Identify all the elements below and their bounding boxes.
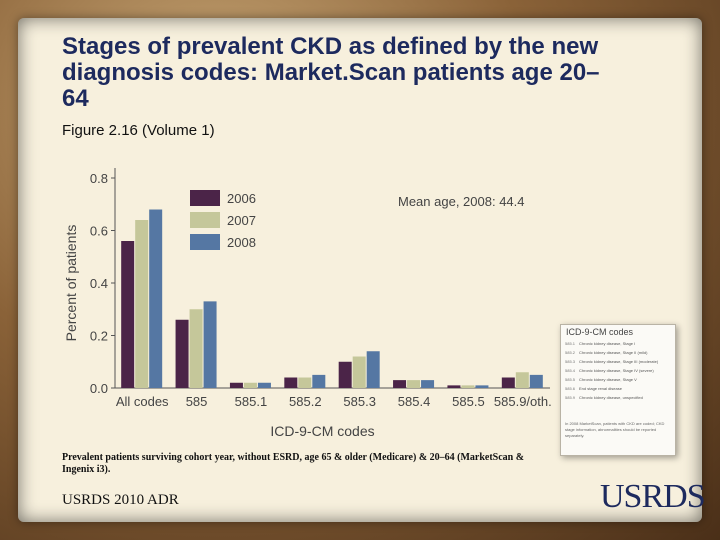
bar-2007 — [352, 356, 366, 388]
legend-swatch-2008 — [190, 234, 220, 250]
inset-row: 585.6 End stage renal disease — [565, 386, 671, 395]
bar-2007 — [515, 372, 529, 388]
bar-2007 — [298, 377, 312, 388]
x-tick-label: 585.3 — [343, 394, 376, 409]
bar-2007 — [189, 309, 203, 388]
bar-2008 — [149, 209, 163, 388]
bar-2008 — [203, 301, 217, 388]
legend-swatch-2006 — [190, 190, 220, 206]
inset-row-text: Chronic kidney disease, Stage IV (severe… — [579, 368, 654, 373]
inset-row-code: 585.3 — [565, 359, 576, 364]
bar-2008 — [421, 380, 435, 388]
bar-2007 — [407, 380, 421, 388]
inset-row-code: 585.1 — [565, 341, 576, 346]
bar-2008 — [312, 374, 326, 388]
inset-row-text: Chronic kidney disease, Stage II (mild) — [579, 350, 648, 355]
x-tick-label: 585 — [186, 394, 208, 409]
inset-title: ICD-9-CM codes — [566, 327, 634, 337]
inset-footnote: In 2008 MarketScan, patients with CKD ar… — [565, 421, 665, 438]
x-tick-label: 585.5 — [452, 394, 485, 409]
inset-row: 585.4 Chronic kidney disease, Stage IV (s… — [565, 368, 671, 377]
inset-row: 585.2 Chronic kidney disease, Stage II (m… — [565, 350, 671, 359]
legend-swatch-2007 — [190, 212, 220, 228]
inset-row-text: Chronic kidney disease, unspecified — [579, 395, 643, 400]
inset-row-code: 585.9 — [565, 395, 576, 400]
y-tick-label: 0.4 — [90, 276, 108, 291]
y-axis-label: Percent of patients — [63, 225, 79, 342]
legend-label-2006: 2006 — [227, 191, 256, 206]
inset-row-text: Chronic kidney disease, Stage V — [579, 377, 637, 382]
bar-2006 — [338, 361, 352, 388]
inset-row: 585.3 Chronic kidney disease, Stage III (… — [565, 359, 671, 368]
legend-label-2008: 2008 — [227, 235, 256, 250]
bar-2006 — [393, 380, 407, 388]
x-tick-label: 585.4 — [398, 394, 431, 409]
legend-label-2007: 2007 — [227, 213, 256, 228]
inset-row: 585.5 Chronic kidney disease, Stage V — [565, 377, 671, 386]
figure-subtitle: Figure 2.16 (Volume 1) — [62, 122, 215, 139]
inset-row-code: 585.5 — [565, 377, 576, 382]
bar-2006 — [175, 319, 189, 388]
x-tick-label: 585.9/oth. — [494, 394, 552, 409]
inset-row-text: End stage renal disease — [579, 386, 622, 391]
inset-row-text: Chronic kidney disease, Stage III (moder… — [579, 359, 659, 364]
x-axis-label: ICD-9-CM codes — [270, 423, 374, 439]
bar-2008 — [529, 374, 543, 388]
y-tick-label: 0.8 — [90, 171, 108, 186]
bar-2007 — [243, 382, 257, 388]
bar-chart: 0.0 0.2 0.4 0.6 0.8 Percent of patients ICD-9-… — [63, 168, 552, 439]
bar-2007 — [461, 385, 475, 388]
bar-2006 — [121, 241, 135, 388]
bar-2008 — [366, 351, 380, 388]
icd-codes-inset: ICD-9-CM codes 585.1 Chronic kidney disea… — [560, 324, 676, 456]
bar-2006 — [229, 382, 243, 388]
x-tick-label: 585.2 — [289, 394, 322, 409]
bar-2007 — [135, 220, 149, 388]
y-tick-label: 0.6 — [90, 224, 108, 239]
footer-source: USRDS 2010 ADR — [62, 492, 179, 508]
bar-2008 — [475, 385, 489, 388]
bar-2006 — [447, 385, 461, 388]
inset-row-text: Chronic kidney disease, Stage I — [579, 341, 636, 346]
x-tick-label: All codes — [116, 394, 169, 409]
slide-title: Stages of prevalent CKD as defined by th… — [62, 33, 600, 112]
chart-note: Prevalent patients surviving cohort year… — [62, 452, 525, 475]
inset-row-code: 585.2 — [565, 350, 576, 355]
inset-row-code: 585.4 — [565, 368, 576, 373]
bar-2006 — [284, 377, 298, 388]
x-tick-label: 585.1 — [235, 394, 268, 409]
bar-2006 — [501, 377, 515, 388]
usrds-logo: USRDS — [600, 478, 706, 515]
y-tick-label: 0.2 — [90, 329, 108, 344]
inset-rows: 585.1 Chronic kidney disease, Stage I 585.… — [565, 341, 671, 404]
bar-2008 — [257, 382, 271, 388]
inset-row: 585.1 Chronic kidney disease, Stage I — [565, 341, 671, 350]
inset-row-code: 585.6 — [565, 386, 576, 391]
y-tick-label: 0.0 — [90, 381, 108, 396]
mean-age-annotation: Mean age, 2008: 44.4 — [398, 194, 525, 209]
inset-row: 585.9 Chronic kidney disease, unspecified — [565, 395, 671, 404]
